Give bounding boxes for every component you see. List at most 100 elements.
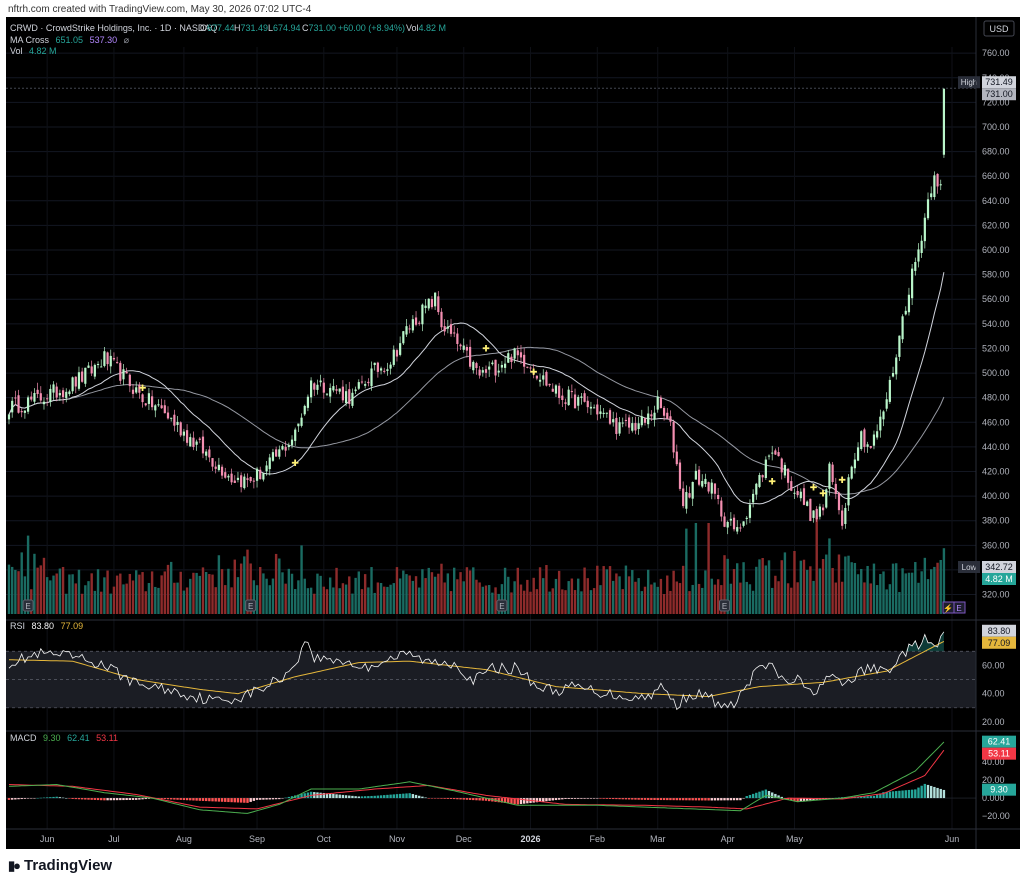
currency-button[interactable] xyxy=(983,20,1015,37)
volume-bar xyxy=(147,583,151,614)
macd-histogram-bar xyxy=(631,798,634,800)
macd-histogram-bar xyxy=(923,783,927,799)
ma-cross-marker[interactable]: ✚ xyxy=(810,482,818,492)
volume-bar xyxy=(825,554,828,614)
rsi-ma-line[interactable] xyxy=(8,640,945,698)
price-tick-label: 580.00 xyxy=(982,270,1010,280)
volume-bar xyxy=(227,568,230,614)
volume-bar xyxy=(119,573,122,614)
earnings-marker[interactable] xyxy=(245,599,257,612)
earnings-marker[interactable] xyxy=(22,599,34,612)
macd-histogram-bar xyxy=(354,796,357,799)
price-tick-label: 320.00 xyxy=(982,590,1010,600)
vol-legend[interactable]: Vol 4.82 M xyxy=(10,46,57,56)
rsi-legend[interactable]: RSI 83.80 77.09 xyxy=(10,621,83,631)
earnings-marker[interactable] xyxy=(719,599,730,612)
candle-body xyxy=(656,396,659,410)
volume-bar xyxy=(297,580,300,614)
candle-body xyxy=(252,480,255,482)
price-tag[interactable]: 731.00 xyxy=(982,88,1016,101)
earnings-flag-icon[interactable] xyxy=(953,601,966,614)
volume-bar xyxy=(891,563,895,614)
ma-cross-legend[interactable]: MA Cross 651.05 537.30 ⌀ xyxy=(10,35,130,45)
macd-histogram-bar xyxy=(688,798,691,801)
volume-bar xyxy=(192,572,195,614)
macd-histogram-bar xyxy=(621,798,624,800)
macd-histogram-bar xyxy=(20,798,23,800)
macd-histogram-bar xyxy=(681,798,685,801)
ma-cross-marker[interactable]: ✚ xyxy=(838,475,846,485)
signal-value-tag-box xyxy=(982,747,1016,760)
volume-bar xyxy=(716,579,720,614)
ma-cross-marker[interactable]: ✚ xyxy=(530,367,538,377)
time-tick-label: Oct xyxy=(317,834,332,844)
macd-histogram-bar xyxy=(338,794,341,799)
volume-bar xyxy=(386,586,389,614)
macd-histogram-bar xyxy=(545,798,548,802)
volume-bar xyxy=(402,570,405,614)
price-tick-label: 600.00 xyxy=(982,245,1010,255)
volume-bar xyxy=(392,583,395,614)
earnings-flag-label: E xyxy=(956,604,961,613)
macd-legend[interactable]: MACD 9.30 62.41 53.11 xyxy=(10,733,118,743)
candle-body xyxy=(205,451,208,456)
rsi-line[interactable] xyxy=(8,631,945,711)
earnings-marker[interactable] xyxy=(496,599,508,612)
macd-histogram-bar xyxy=(522,798,526,804)
volume-bar xyxy=(449,591,453,614)
macd-histogram-bar xyxy=(239,798,243,803)
ma-cross-marker[interactable]: ✚ xyxy=(482,343,490,353)
candle-body xyxy=(526,366,529,368)
candle-body xyxy=(538,379,542,382)
macd-histogram-bar xyxy=(627,798,631,800)
signal-value-tag: 53.11 xyxy=(988,749,1010,759)
price-tag[interactable]: High 731.49 xyxy=(958,76,1016,89)
macd-line[interactable] xyxy=(8,741,945,814)
volume-bar xyxy=(522,590,526,614)
price-tag-caption-box xyxy=(958,76,980,89)
macd-histogram-bar xyxy=(634,798,637,800)
macd-histogram-bar xyxy=(166,798,170,800)
price-tag-value: 731.00 xyxy=(985,89,1013,99)
volume-bar xyxy=(729,583,733,614)
candle-body xyxy=(449,324,453,334)
macd-histogram-bar xyxy=(786,798,790,800)
candle-body xyxy=(488,366,491,370)
macd-histogram-bar xyxy=(52,796,55,799)
candle-body xyxy=(176,421,179,425)
candle-body xyxy=(179,422,182,436)
candle-body xyxy=(523,354,526,367)
macd-histogram-bar xyxy=(319,792,322,799)
price-tag[interactable]: 4.82 M xyxy=(982,573,1016,585)
macd-histogram-bar xyxy=(7,798,11,800)
price-tag[interactable]: Low 342.72 xyxy=(958,561,1016,573)
volume-bar xyxy=(627,576,631,614)
time-tick-label: Jun xyxy=(945,834,960,844)
macd-histogram-bar xyxy=(147,798,151,799)
candle-body xyxy=(605,412,608,414)
volume-bar xyxy=(885,589,888,614)
volume-bar xyxy=(933,566,936,614)
candle-body xyxy=(125,371,128,374)
volume-bar xyxy=(274,553,278,614)
ma-cross-marker[interactable]: ✚ xyxy=(768,476,776,486)
candle-body xyxy=(201,436,205,454)
tradingview-brand[interactable]: ▮● TradingView xyxy=(8,857,112,874)
candle-body xyxy=(462,345,465,350)
macd-histogram-bar xyxy=(230,798,233,803)
time-tick-label: 2026 xyxy=(521,834,541,844)
macd-signal-line[interactable] xyxy=(8,749,945,810)
macd-histogram-bar xyxy=(774,793,777,799)
volume-bar xyxy=(936,562,939,614)
volume-bar xyxy=(313,593,316,614)
ma-cross-marker[interactable]: ✚ xyxy=(291,458,299,468)
ma-fast-line[interactable] xyxy=(8,272,945,505)
ma-cross-marker[interactable]: ✚ xyxy=(139,383,147,393)
candle-body xyxy=(157,404,160,406)
candle-body xyxy=(20,411,23,413)
ma-cross-marker[interactable]: ✚ xyxy=(819,489,827,499)
candle-body xyxy=(787,468,790,483)
volume-bar xyxy=(112,586,116,614)
